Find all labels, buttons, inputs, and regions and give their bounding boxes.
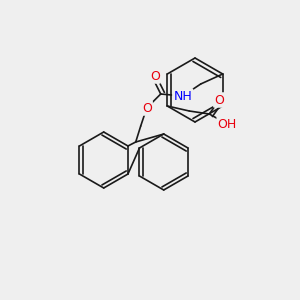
Text: O: O <box>214 94 224 106</box>
Text: O: O <box>150 70 160 83</box>
Text: O: O <box>142 101 152 115</box>
Text: OH: OH <box>218 118 237 130</box>
Text: NH: NH <box>173 89 192 103</box>
